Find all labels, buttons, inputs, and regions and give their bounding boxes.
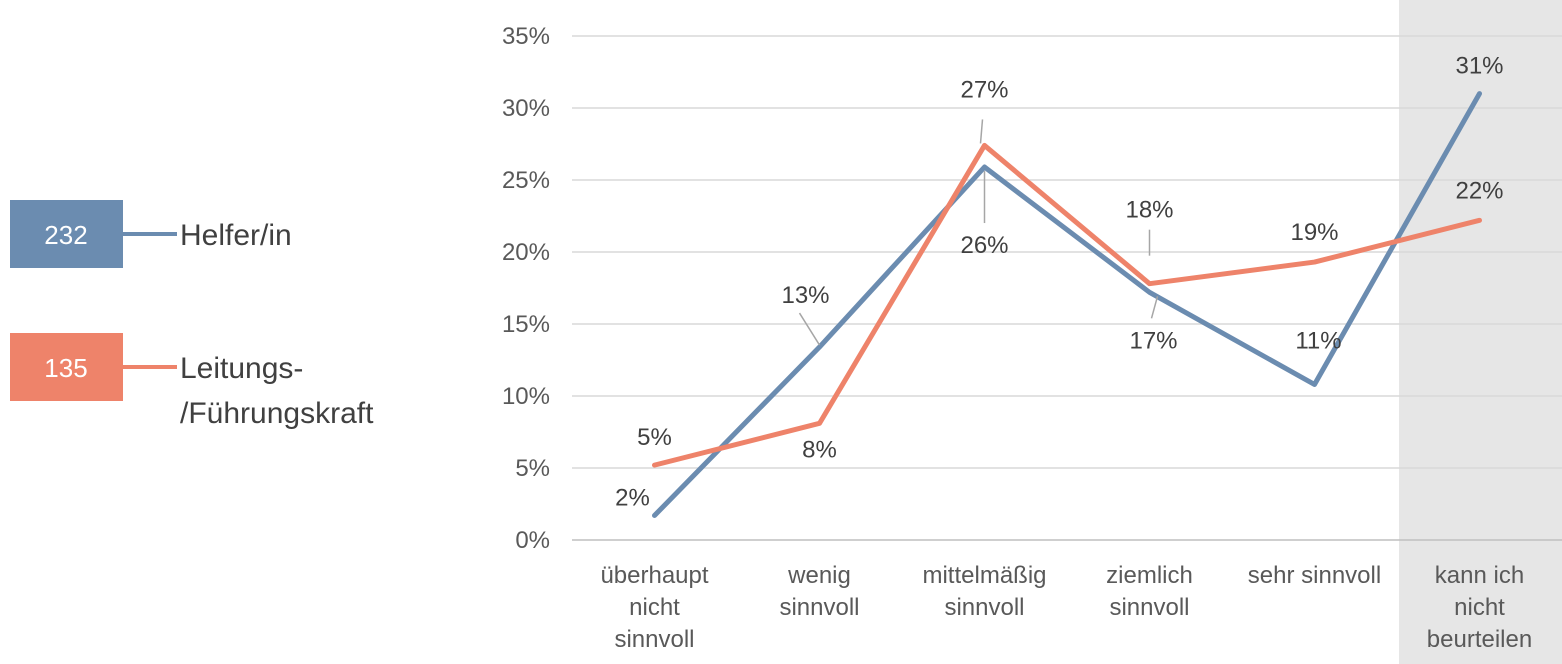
data-label: 5% — [637, 424, 672, 451]
x-category-label: sinnvoll — [944, 594, 1024, 621]
y-tick-label: 15% — [502, 311, 550, 338]
x-category-label: sinnvoll — [1109, 594, 1189, 621]
y-tick-label: 35% — [502, 23, 550, 50]
y-tick-label: 30% — [502, 95, 550, 122]
series-line-helfer — [652, 91, 1482, 519]
data-label: 18% — [1125, 197, 1173, 224]
x-category-label: nicht — [629, 594, 680, 621]
y-tick-label: 10% — [502, 383, 550, 410]
y-tick-label: 20% — [502, 239, 550, 266]
leader-line — [1150, 296, 1159, 319]
legend-label: Helfer/in — [180, 219, 292, 252]
x-category-label: sehr sinnvoll — [1248, 562, 1381, 589]
legend-label: Leitungs- — [180, 352, 303, 385]
legend-count-box — [10, 333, 123, 401]
x-category-label: sinnvoll — [779, 594, 859, 621]
x-category-label: beurteilen — [1427, 626, 1532, 653]
data-label: 2% — [615, 485, 650, 512]
x-category-label: sinnvoll — [614, 626, 694, 653]
x-category-label: kann ich — [1435, 562, 1524, 589]
data-label: 11% — [1295, 327, 1341, 354]
legend-count: 232 — [44, 220, 87, 250]
legend-count: 135 — [44, 353, 87, 383]
y-tick-label: 25% — [502, 167, 550, 194]
data-label: 27% — [960, 76, 1008, 103]
x-category-label: mittelmäßig — [922, 562, 1046, 589]
legend-count-box — [10, 200, 123, 268]
data-label: 26% — [960, 232, 1008, 259]
leader-line — [979, 119, 984, 144]
x-category-label: wenig — [787, 562, 851, 589]
highlight-band — [1399, 0, 1562, 664]
data-label: 31% — [1455, 53, 1503, 80]
data-label: 17% — [1129, 327, 1177, 354]
data-label: 19% — [1290, 219, 1338, 246]
x-category-label: nicht — [1454, 594, 1505, 621]
x-category-label: überhaupt — [600, 562, 708, 589]
series-line-leitung — [652, 142, 1482, 468]
leader-line — [798, 312, 821, 346]
data-label: 8% — [802, 436, 837, 463]
x-category-label: ziemlich — [1106, 562, 1193, 589]
y-tick-label: 0% — [515, 527, 550, 554]
data-label: 13% — [781, 282, 829, 309]
data-label: 22% — [1455, 177, 1503, 204]
y-tick-label: 5% — [515, 455, 550, 482]
legend-label: /Führungskraft — [180, 397, 374, 430]
